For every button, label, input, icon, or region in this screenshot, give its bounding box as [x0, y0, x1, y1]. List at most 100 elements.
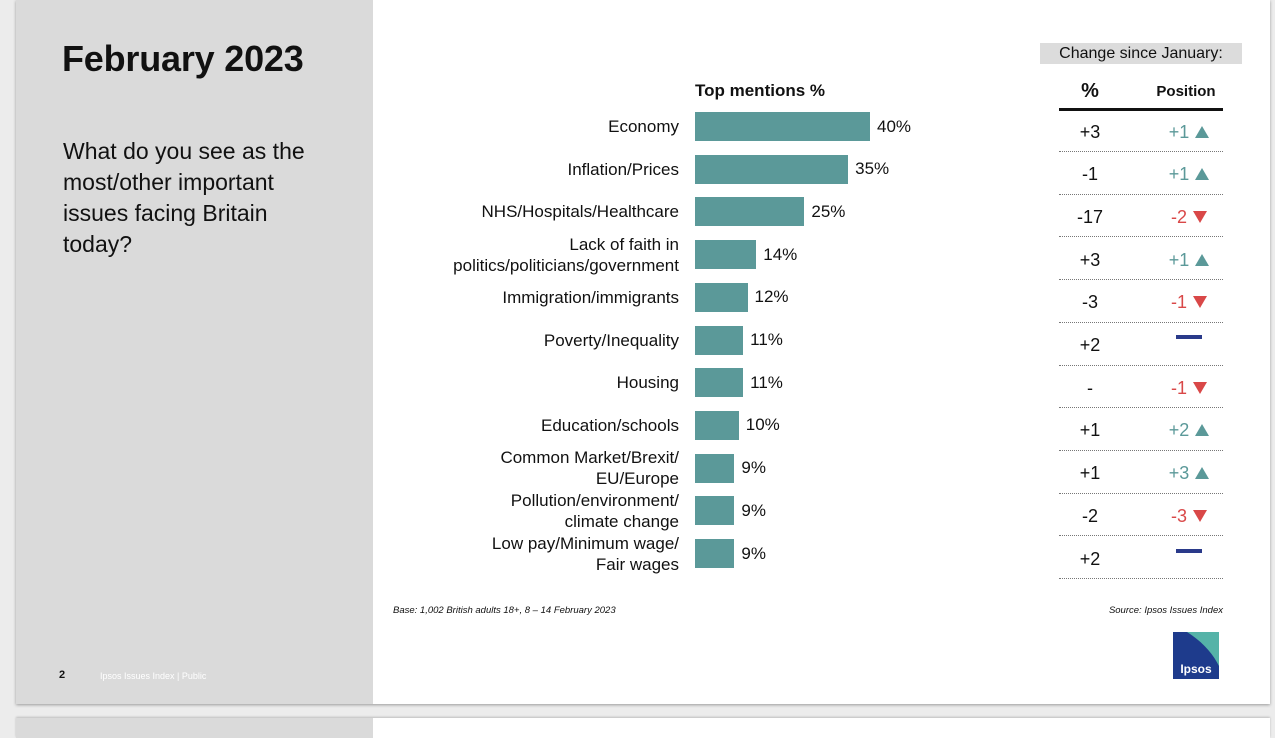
- position-change: +1: [1148, 250, 1230, 270]
- row-divider: [1059, 535, 1223, 537]
- position-change-value: -1: [1170, 377, 1187, 398]
- row-divider: [1059, 578, 1223, 579]
- category-label-line: Immigration/immigrants: [502, 287, 679, 307]
- triangle-up-icon: [1195, 125, 1210, 138]
- pct-change: -17: [1076, 206, 1103, 227]
- position-change: +3: [1148, 463, 1230, 483]
- position-change: -2: [1148, 207, 1230, 227]
- bar: [695, 496, 735, 526]
- triangle-down-icon: [1193, 381, 1207, 394]
- row-divider: [1059, 236, 1223, 238]
- category-label: Common Market/Brexit/EU/Europe: [359, 447, 679, 489]
- value-label: 9%: [741, 543, 766, 563]
- footer-text: Ipsos Issues Index | Public: [100, 671, 207, 681]
- pct-change: -2: [1081, 505, 1098, 526]
- triangle-up-icon: [1195, 168, 1210, 181]
- left-panel: February 2023 What do you see as the mos…: [16, 0, 373, 704]
- base-note: Base: 1,002 British adults 18+, 8 – 14 F…: [393, 605, 616, 616]
- category-label: Low pay/Minimum wage/Fair wages: [359, 533, 679, 575]
- row-divider: [1059, 193, 1223, 195]
- row-divider: [1059, 407, 1223, 409]
- category-label: Inflation/Prices: [359, 159, 680, 180]
- value-label: 25%: [811, 201, 846, 221]
- bar: [695, 154, 849, 184]
- row-divider: [1059, 321, 1223, 323]
- position-change-value: +2: [1168, 420, 1190, 441]
- page-number: 2: [59, 669, 66, 681]
- chart-title: Top mentions %: [695, 81, 826, 100]
- value-label: 9%: [741, 458, 766, 478]
- position-change: -1: [1148, 292, 1230, 312]
- position-change: +2: [1148, 420, 1230, 440]
- category-label-line: Fair wages: [595, 554, 679, 574]
- category-label-line: Lack of faith in: [569, 234, 679, 254]
- category-label-line: Housing: [616, 373, 679, 393]
- position-column-heading: Position: [1156, 83, 1216, 100]
- ipsos-logo: Ipsos: [1173, 632, 1219, 679]
- pct-change: -: [1087, 377, 1093, 398]
- no-change-dash-icon: [1176, 335, 1202, 339]
- triangle-down-icon: [1193, 509, 1207, 522]
- row-divider: [1059, 449, 1223, 451]
- position-change: -1: [1148, 378, 1230, 398]
- pct-change: +2: [1079, 335, 1101, 355]
- pct-change: +3: [1079, 249, 1101, 270]
- category-label: Education/schools: [359, 415, 679, 436]
- category-label-line: Economy: [608, 117, 679, 136]
- position-change-value: +1: [1168, 121, 1190, 142]
- category-label: Pollution/environment/climate change: [359, 490, 679, 532]
- value-label: 10%: [745, 415, 780, 435]
- survey-question: What do you see as the most/other import…: [63, 138, 305, 257]
- triangle-up-icon: [1195, 424, 1210, 437]
- pct-change: +3: [1079, 121, 1101, 142]
- bar: [695, 112, 870, 141]
- triangle-up-icon: [1195, 253, 1210, 266]
- category-label: Immigration/immigrants: [359, 287, 679, 308]
- row-divider: [1059, 492, 1223, 494]
- table-header-rule: [1059, 108, 1223, 111]
- value-label: 14%: [763, 244, 798, 264]
- logo-swoosh-icon: [1187, 632, 1219, 666]
- bar: [695, 197, 805, 227]
- position-change-value: +1: [1168, 164, 1190, 185]
- bar: [695, 368, 744, 398]
- pct-column-heading: %: [1081, 80, 1099, 102]
- category-label: NHS/Hospitals/Healthcare: [359, 201, 679, 222]
- category-label-line: Inflation/Prices: [567, 159, 680, 179]
- triangle-down-icon: [1193, 296, 1207, 309]
- category-label-line: politics/politicians/government: [453, 255, 679, 275]
- position-change: -3: [1148, 506, 1230, 526]
- source-note: Source: Ipsos Issues Index: [1108, 605, 1223, 616]
- pct-change: +1: [1079, 420, 1101, 441]
- category-label-line: EU/Europe: [595, 469, 679, 489]
- category-label: Poverty/Inequality: [359, 330, 679, 351]
- position-change: [1148, 335, 1230, 339]
- bar: [695, 539, 735, 568]
- slide-title: February 2023: [62, 38, 304, 79]
- category-label-line: NHS/Hospitals/Healthcare: [481, 202, 679, 222]
- slide: February 2023 What do you see as the mos…: [16, 0, 1270, 704]
- value-label: 11%: [750, 330, 783, 349]
- pct-change: +2: [1079, 548, 1101, 569]
- category-label: Economy: [359, 116, 679, 137]
- bar: [695, 282, 748, 312]
- pct-change: -3: [1081, 292, 1098, 313]
- row-divider: [1059, 364, 1223, 366]
- next-slide-left-panel: [16, 718, 373, 738]
- logo-text: Ipsos: [1180, 662, 1212, 676]
- bar: [695, 240, 757, 270]
- triangle-down-icon: [1193, 210, 1207, 223]
- category-label-line: Common Market/Brexit/: [500, 448, 679, 468]
- bar: [695, 453, 735, 483]
- position-change-value: -3: [1170, 505, 1187, 526]
- category-label-line: Poverty/Inequality: [543, 330, 679, 350]
- position-change-value: +1: [1168, 249, 1190, 270]
- row-divider: [1059, 151, 1223, 152]
- value-label: 35%: [855, 159, 890, 179]
- value-label: 11%: [750, 372, 783, 392]
- position-change-value: -2: [1170, 206, 1187, 227]
- position-change-value: -1: [1170, 292, 1187, 313]
- value-label: 9%: [741, 500, 766, 520]
- category-label-line: Pollution/environment/: [510, 490, 679, 510]
- triangle-up-icon: [1195, 467, 1210, 480]
